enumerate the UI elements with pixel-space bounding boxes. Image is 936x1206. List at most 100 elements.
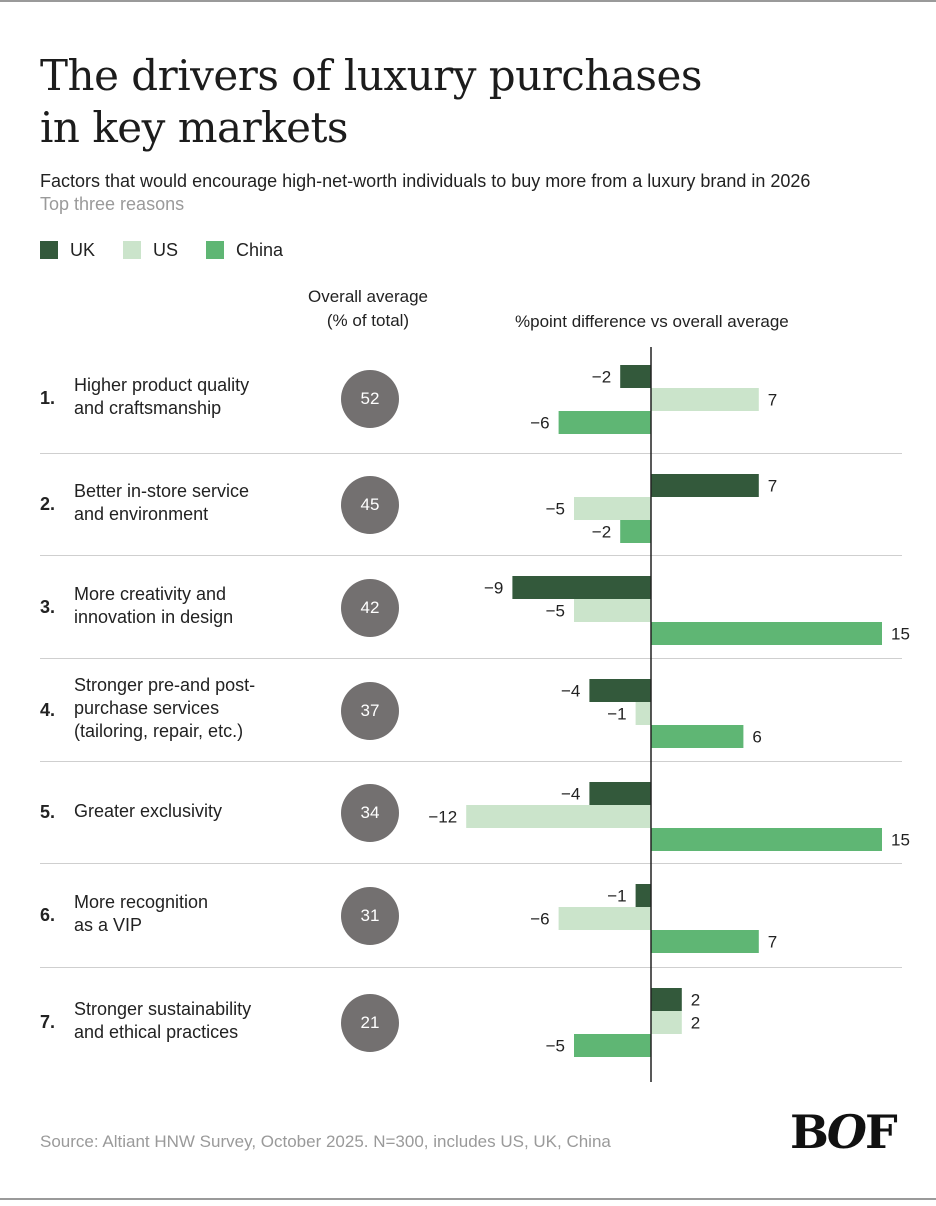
bar-value-label-uk: −9: [484, 579, 503, 598]
column-header-overall-average-line-1: Overall average: [307, 287, 428, 306]
row-label: Stronger pre-and post-purchase services (…: [74, 674, 324, 743]
bar-us: [635, 702, 651, 725]
row-label-line: Higher product quality: [74, 375, 250, 395]
bar-value-label-china: −2: [592, 523, 611, 542]
overall-average-circle: 52: [341, 370, 399, 428]
chart-note: Top three reasons: [40, 194, 185, 214]
legend-item-us: US: [123, 240, 178, 261]
overall-average-circle: 42: [341, 578, 399, 637]
overall-average-circle: 45: [341, 476, 399, 534]
row-label: Better in-store service and environment: [74, 480, 324, 526]
bar-value-label-us: 2: [691, 1014, 700, 1033]
overall-average-circle: 37: [341, 681, 399, 740]
bar-us: [651, 1011, 682, 1034]
bar-value-label-uk: −4: [561, 682, 580, 701]
row-number: 1.: [40, 388, 56, 408]
bar-uk: [589, 679, 651, 702]
bar-us: [574, 599, 651, 622]
bar-value-label-us: −12: [428, 808, 457, 827]
bar-us: [574, 497, 651, 520]
column-header-difference: %point difference vs overall average: [515, 312, 789, 331]
row-label-line: More creativity and: [74, 583, 227, 604]
row-number: 7.: [40, 1012, 56, 1032]
column-header-overall-average: Overall average (% of total): [280, 285, 456, 333]
bar-china: [651, 725, 744, 748]
row-separator: [40, 658, 902, 659]
row-label: More recognition as a VIP: [74, 891, 324, 937]
bar-uk: [589, 782, 651, 805]
row-label-line: and environment: [74, 504, 209, 524]
legend-label-china: China: [236, 239, 284, 260]
row-number: 5.: [40, 802, 56, 822]
row-label-line: Stronger pre-and post-: [74, 675, 256, 695]
bar-value-label-us: −5: [546, 602, 565, 621]
bar-value-label-china: 15: [891, 625, 910, 644]
row-label: Stronger sustainability and ethical pract…: [74, 998, 324, 1044]
row-label-line: as a VIP: [74, 915, 143, 935]
chart-title-line-1: The drivers of luxury purchases: [40, 51, 702, 100]
bar-china: [620, 520, 651, 543]
row-label: Greater exclusivity: [74, 800, 324, 823]
bar-value-label-uk: −1: [607, 887, 626, 906]
row-label: More creativity and innovation in design: [74, 583, 324, 629]
legend-item-uk: UK: [40, 240, 95, 261]
top-rule: [0, 0, 936, 2]
row-number: 2.: [40, 494, 56, 514]
bar-value-label-china: −6: [530, 414, 549, 433]
row-label-line: More recognition: [74, 892, 209, 912]
row-separator: [40, 555, 902, 556]
row-label-line: innovation in design: [74, 606, 234, 627]
bof-logo: BOF: [790, 1105, 898, 1159]
bar-china: [574, 1034, 651, 1057]
row-label-line: Greater exclusivity: [74, 800, 223, 821]
bar-value-label-us: 7: [768, 391, 777, 410]
bar-value-label-us: −6: [530, 910, 549, 929]
row-label: Higher product quality and craftsmanship: [74, 374, 324, 420]
source-note: Source: Altiant HNW Survey, October 2025…: [40, 1132, 611, 1151]
bar-value-label-us: −5: [546, 500, 565, 519]
row-label-line: (tailoring, repair, etc.): [74, 721, 244, 741]
bar-value-label-us: −1: [607, 705, 626, 724]
legend-swatch-uk: [40, 241, 58, 259]
bar-value-label-uk: 7: [768, 477, 777, 496]
bar-value-label-china: 7: [768, 933, 777, 952]
row-separator: [40, 761, 902, 762]
row-number: 4.: [40, 699, 56, 720]
legend-item-china: China: [206, 240, 283, 261]
legend-label-uk: UK: [70, 239, 96, 260]
bar-uk: [512, 576, 651, 599]
bar-uk: [651, 988, 682, 1011]
row-number: 3.: [40, 596, 56, 617]
bar-value-label-uk: −4: [561, 785, 580, 804]
row-separator: [40, 453, 902, 454]
bar-uk: [620, 365, 651, 388]
bar-value-label-china: 6: [752, 728, 761, 747]
column-header-overall-average-line-2: (% of total): [326, 311, 410, 330]
bar-value-label-uk: 2: [691, 991, 700, 1010]
bar-china: [558, 411, 651, 434]
row-number: 6.: [40, 905, 56, 925]
chart-subtitle: Factors that would encourage high-net-wo…: [40, 171, 811, 191]
bar-china: [651, 930, 759, 953]
bar-us: [466, 805, 651, 828]
row-label-line: and ethical practices: [74, 1022, 239, 1042]
chart-title: The drivers of luxury purchases in key m…: [40, 50, 900, 154]
overall-average-circle: 34: [341, 784, 399, 842]
bar-us: [651, 388, 759, 411]
bar-value-label-china: −5: [546, 1037, 565, 1056]
bottom-rule: [0, 1198, 936, 1200]
row-separator: [40, 967, 902, 968]
row-label-line: purchase services: [74, 698, 220, 718]
bar-china: [651, 622, 882, 645]
bar-china: [651, 828, 882, 851]
row-separator: [40, 863, 902, 864]
overall-average-circle: 21: [341, 994, 399, 1052]
bar-us: [558, 907, 651, 930]
row-label-line: Stronger sustainability: [74, 999, 252, 1019]
bar-uk: [635, 884, 651, 907]
row-label-line: and craftsmanship: [74, 398, 222, 418]
legend: UK US China: [40, 238, 311, 262]
bar-value-label-china: 15: [891, 831, 910, 850]
row-label-line: Better in-store service: [74, 481, 250, 501]
